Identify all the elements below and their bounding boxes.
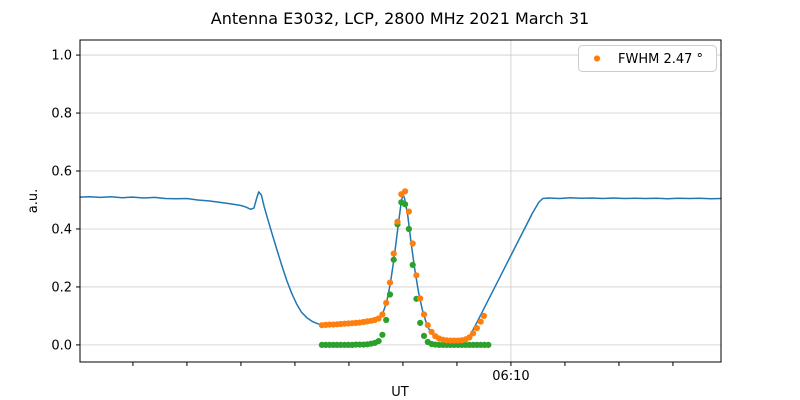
y-tick-label-0.0: 0.0 <box>51 338 72 353</box>
y-tick-label-1.0: 1.0 <box>51 49 72 64</box>
scatter-point <box>383 299 390 306</box>
scatter-point <box>375 338 382 345</box>
scatter-point <box>417 295 424 302</box>
x-axis-label: UT <box>391 385 409 400</box>
scatter-point <box>466 334 473 341</box>
y-axis-label: a.u. <box>26 189 41 213</box>
scatter-point <box>420 311 428 318</box>
scatter-point <box>477 318 484 325</box>
series-layer <box>79 188 722 348</box>
scatter-point <box>409 240 416 247</box>
legend-label: FWHM 2.47 ° <box>618 52 703 67</box>
scatter-point <box>424 322 431 329</box>
scatter-point <box>379 311 386 318</box>
tick-layer: 0.0 0.2 0.4 0.6 0.8 1.0 06:10 <box>51 49 674 384</box>
scatter-point <box>420 332 428 339</box>
scatter-point <box>383 316 390 324</box>
scatter-point <box>390 250 397 257</box>
scatter-point <box>417 319 424 326</box>
y-tick-label-0.4: 0.4 <box>51 222 72 237</box>
scatter-point <box>405 208 412 215</box>
y-tick-label-0.2: 0.2 <box>51 280 72 295</box>
scatter-point <box>386 279 394 286</box>
scatter-point <box>485 341 492 348</box>
scatter-point <box>375 315 382 322</box>
scatter-point <box>470 330 477 337</box>
scatter-point <box>402 188 409 195</box>
scatter-point <box>386 291 394 298</box>
series-scatter_orange <box>318 188 487 344</box>
legend-marker-dot <box>593 55 601 62</box>
scatter-point <box>394 218 401 225</box>
chart-title: Antenna E3032, LCP, 2800 MHz 2021 March … <box>211 9 589 28</box>
scatter-point <box>379 331 386 338</box>
series-line_blue <box>79 191 722 342</box>
y-tick-label-0.8: 0.8 <box>51 107 72 122</box>
legend-box <box>578 45 717 72</box>
scatter-point <box>405 225 412 233</box>
scatter-point <box>402 201 409 208</box>
scatter-point <box>428 328 435 335</box>
scatter-point <box>473 325 480 332</box>
series-scatter_green <box>318 199 492 348</box>
scatter-point <box>413 272 420 279</box>
x-tick-label-06:10: 06:10 <box>492 369 529 384</box>
scatter-point <box>409 261 416 268</box>
scatter-point <box>480 312 487 319</box>
legend: FWHM 2.47 ° <box>578 45 717 72</box>
y-tick-label-0.6: 0.6 <box>51 165 72 180</box>
scatter-point <box>390 256 397 263</box>
plot-border <box>79 39 722 363</box>
